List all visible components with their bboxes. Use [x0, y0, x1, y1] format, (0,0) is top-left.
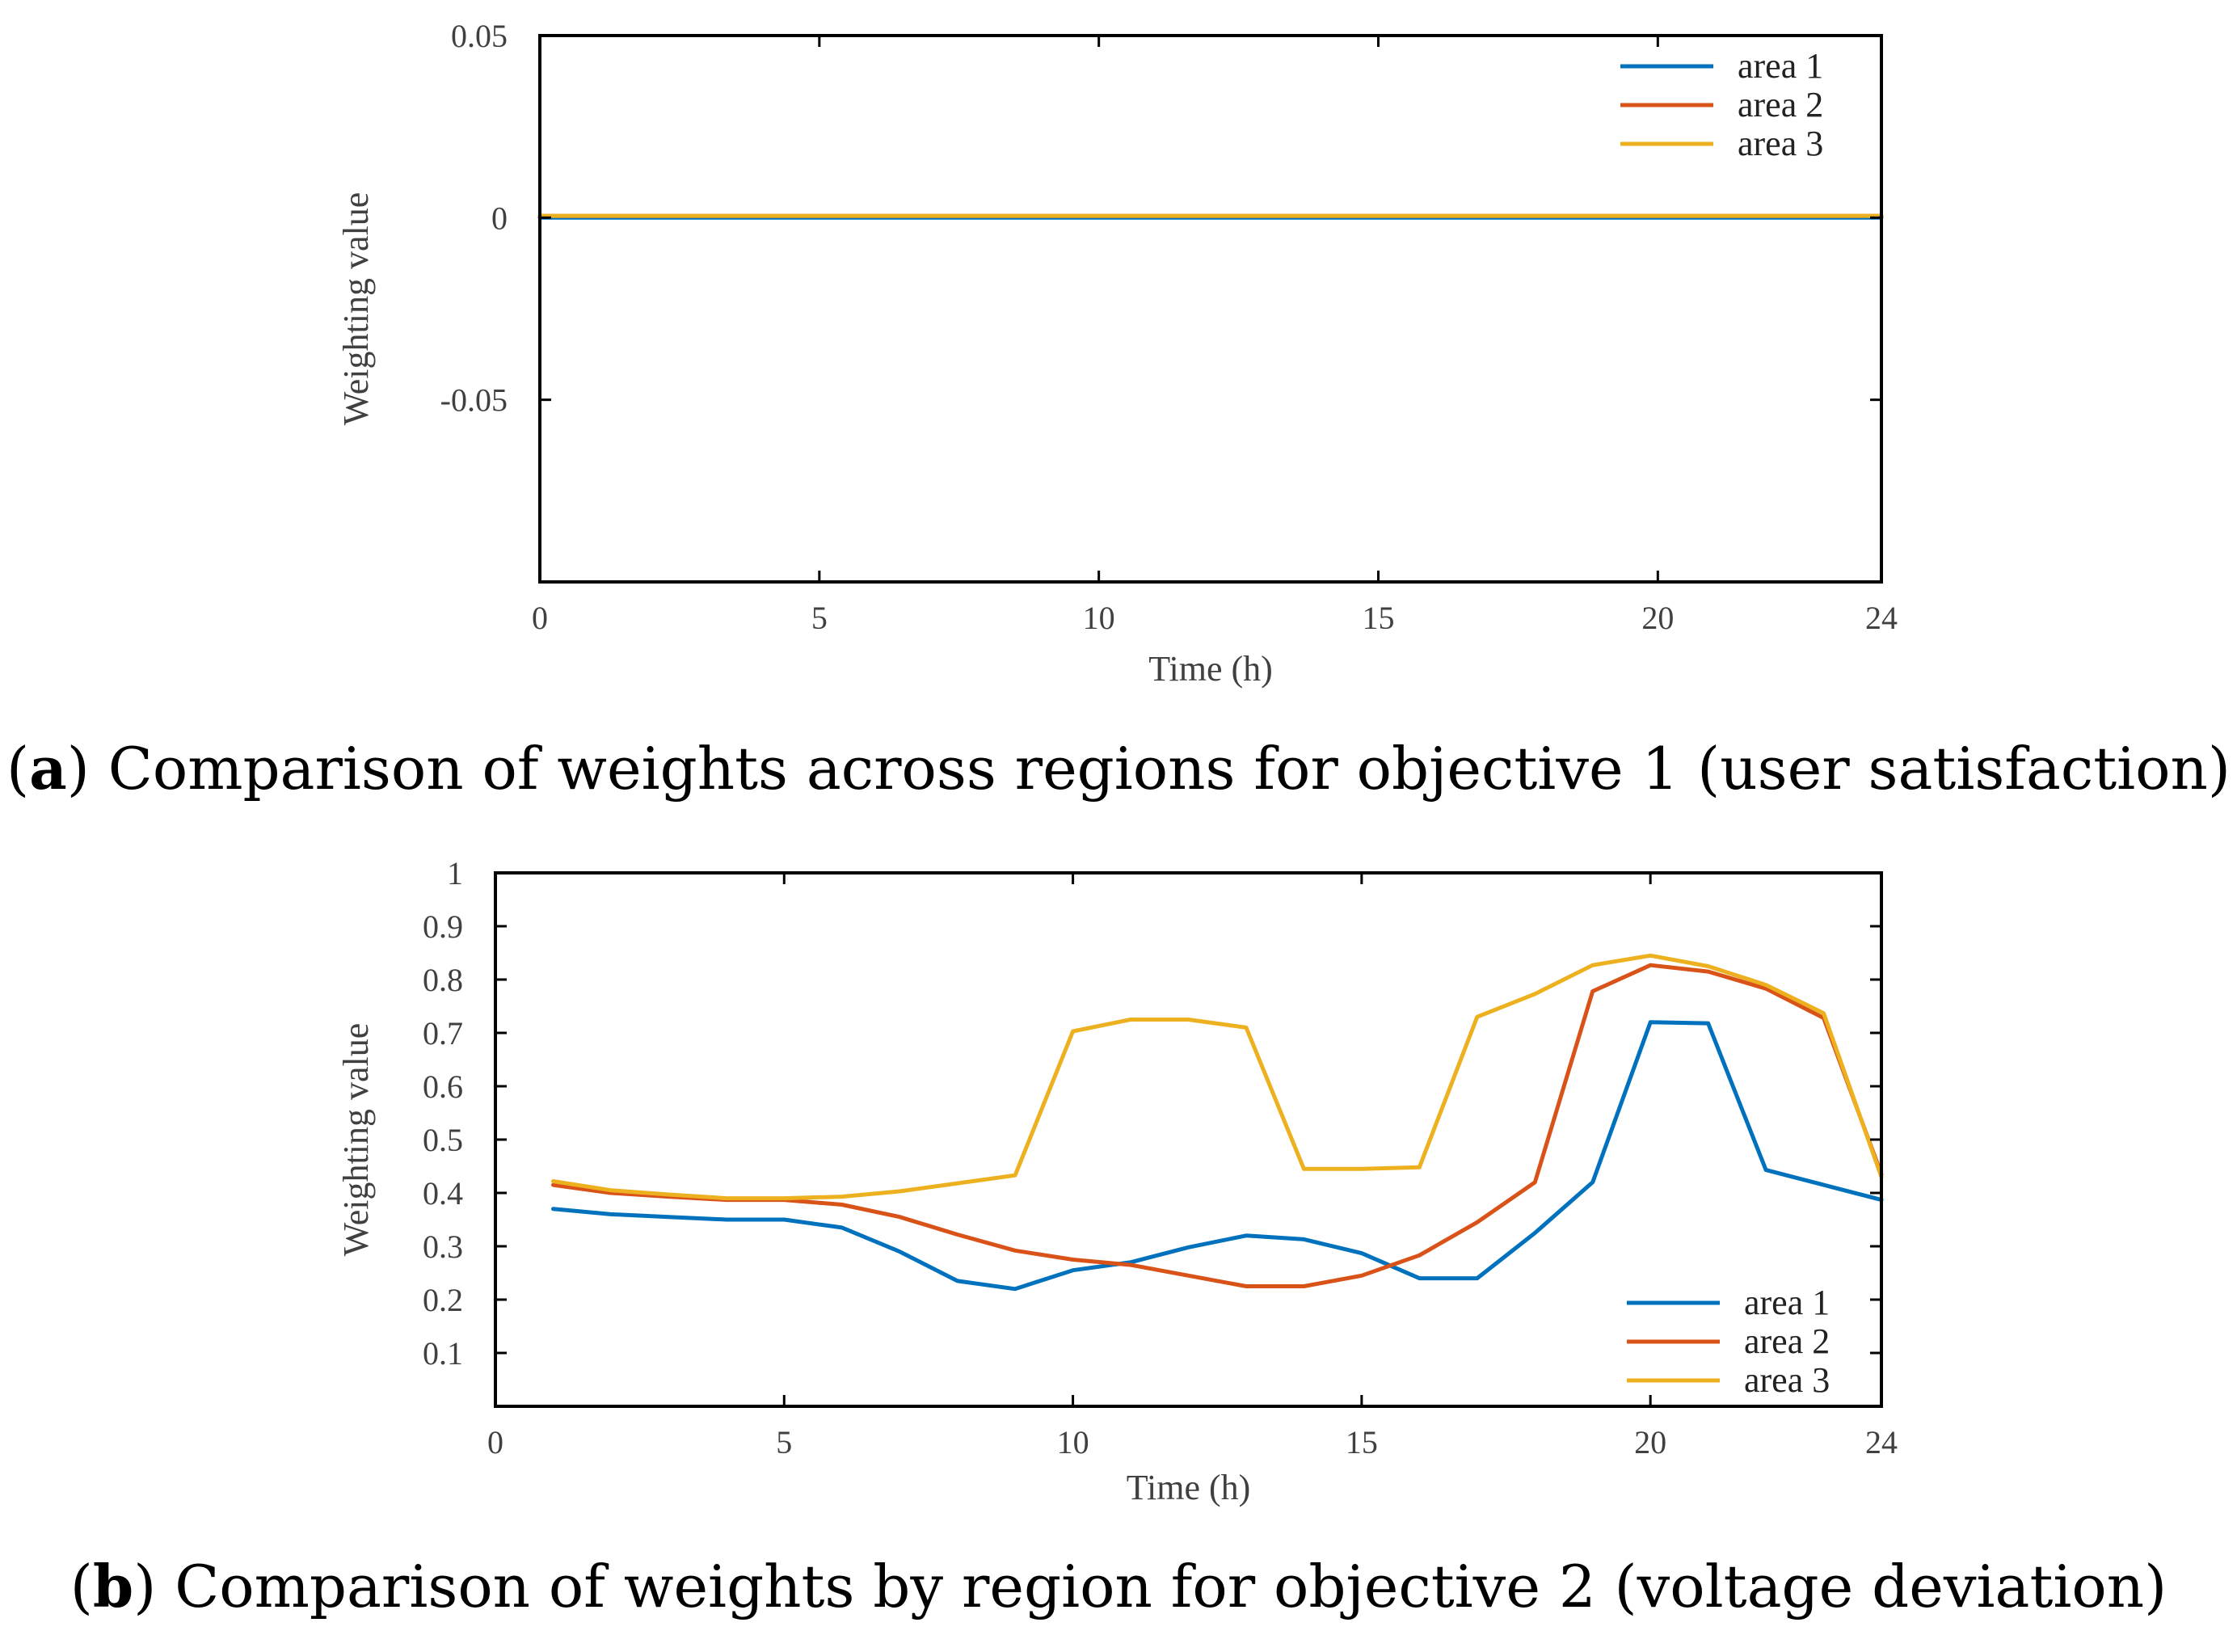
panel-b-x-tick-label: 10 [1057, 1424, 1089, 1460]
panel-b-series-line-3 [551, 953, 1884, 1201]
panel-b-y-tick-label: 0.3 [423, 1228, 463, 1265]
panel-b-y-tick-label: 0.4 [423, 1175, 463, 1212]
panel-b-legend-label-1: area 1 [1744, 1283, 1830, 1322]
panel-b-x-tick-label: 5 [776, 1424, 792, 1460]
panel-b-legend-label-2: area 2 [1744, 1321, 1830, 1361]
panel-b-y-tick-label: 0.2 [423, 1282, 463, 1318]
panel-b-y-tick-label: 0.7 [423, 1015, 463, 1051]
panel-a-y-tick-label: -0.05 [440, 382, 508, 419]
panel-b-axes-box [494, 871, 1883, 1408]
caption-b-letter: b [92, 1552, 134, 1620]
panel-a-x-tick-label: 24 [1865, 600, 1898, 636]
panel-b-y-tick-label: 0.1 [423, 1335, 463, 1372]
panel-b-series-line-1 [551, 1020, 1884, 1292]
panel-a-y-tick-label: 0.05 [451, 18, 508, 54]
panel-a-chart: 0 5 10 15 20 24 -0.05 0 0.05 Time (h) Weighting va… [336, 18, 1898, 689]
panel-b-y-axis-label: Weighting value [336, 1023, 376, 1257]
panel-b-y-tick-label: 0.9 [423, 908, 463, 945]
panel-b-y-tick-label: 1 [447, 855, 463, 891]
caption-a-letter: a [29, 734, 67, 803]
panel-b-y-tick-label: 0.5 [423, 1122, 463, 1158]
panel-b-legend-label-3: area 3 [1744, 1360, 1830, 1400]
panel-a-y-axis-label: Weighting value [336, 192, 376, 426]
panel-a-x-tick-label: 15 [1363, 600, 1395, 636]
panel-b-x-tick-label: 0 [487, 1424, 503, 1460]
panel-a-x-tick-label: 20 [1641, 600, 1674, 636]
caption-a-text: Comparison of weights across regions for… [107, 735, 2231, 803]
panel-a-x-tick-label: 5 [811, 600, 828, 636]
panel-b-series-line-2 [551, 963, 1884, 1288]
panel-b-y-tick-label: 0.6 [423, 1068, 463, 1105]
panel-b-x-tick-label: 15 [1346, 1424, 1378, 1460]
panel-a-x-tick-label: 10 [1083, 600, 1115, 636]
caption-a: (a) Comparison of weights across regions… [6, 734, 2231, 803]
panel-b-x-tick-label: 20 [1634, 1424, 1666, 1460]
panel-b-x-tick-label: 24 [1865, 1424, 1898, 1460]
panel-b-y-tick-label: 0.8 [423, 962, 463, 998]
panel-b-x-axis-label: Time (h) [1127, 1468, 1251, 1507]
panel-a-legend-label-3: area 3 [1738, 124, 1823, 163]
caption-b-text: Comparison of weights by region for obje… [175, 1553, 2167, 1620]
caption-b: (b) Comparison of weights by region for … [70, 1552, 2167, 1620]
panel-a-legend-label-1: area 1 [1738, 46, 1823, 86]
panel-b-chart: 0 5 10 15 20 24 0.1 0.2 0.3 0.4 0.5 0.6 0.7 0.8 0.9 1 Ti… [336, 855, 1898, 1507]
panel-a-x-tick-label: 0 [532, 600, 548, 636]
panel-a-x-axis-label: Time (h) [1148, 649, 1273, 689]
panel-a-y-tick-label: 0 [491, 200, 508, 236]
panel-a-legend-label-2: area 2 [1738, 85, 1823, 124]
panel-a-axes-box [538, 34, 1883, 584]
